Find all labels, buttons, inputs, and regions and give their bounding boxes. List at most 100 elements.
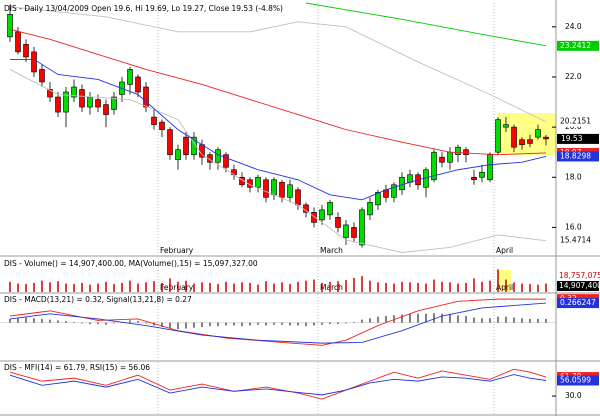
- candle-body: [15, 31, 21, 53]
- y-tick-label: 16.0: [565, 222, 582, 231]
- annotation: 14,907,400: [559, 281, 600, 290]
- value-label: 15.4714: [560, 236, 591, 245]
- value-label: 23.2412: [560, 41, 591, 50]
- value-box: [557, 40, 599, 51]
- y-tick-label: 30.0: [565, 391, 582, 400]
- candle-body: [503, 124, 509, 128]
- indicator-line: [10, 58, 547, 201]
- annotation: 18,757,075: [559, 271, 600, 280]
- candle-body: [447, 151, 453, 163]
- candle-body: [295, 189, 301, 206]
- candle-body: [279, 181, 285, 198]
- candle-body: [63, 91, 69, 113]
- candle-body: [263, 179, 269, 198]
- candle-body: [319, 209, 325, 221]
- x-tick-label: March: [320, 283, 343, 292]
- candle-body: [111, 96, 117, 110]
- x-tick-label: February: [160, 246, 194, 255]
- value-box: [557, 235, 599, 246]
- candle-body: [215, 149, 221, 163]
- candle-body: [335, 217, 341, 228]
- candle-body: [439, 156, 445, 163]
- candle-body: [79, 89, 85, 108]
- candle-body: [511, 126, 517, 148]
- value-label: 0.266247: [560, 298, 596, 307]
- candle-body: [175, 149, 181, 161]
- value-box: [557, 375, 599, 386]
- candle-body: [23, 44, 29, 58]
- value-label: 18.8298: [560, 151, 591, 160]
- annotation-box: [557, 281, 599, 291]
- highlight: [497, 270, 511, 292]
- candle-body: [327, 202, 333, 216]
- panel-title: DIS - MFI(14) = 61.79, RSI(15) = 56.06: [4, 363, 150, 372]
- candle-body: [431, 151, 437, 181]
- candle-body: [287, 184, 293, 198]
- candle-body: [127, 69, 133, 85]
- candle-body: [359, 209, 365, 246]
- panel-title: DIS - Volume() = 14,907,400.00, MA(Volum…: [4, 259, 258, 268]
- indicator-line: [9, 28, 547, 156]
- value-box: [557, 116, 599, 127]
- indicator-line: [9, 69, 547, 253]
- x-tick-label: March: [320, 246, 343, 255]
- candle-body: [31, 51, 37, 73]
- panel-title: DIS - Daily 13/04/2009 Open 19.6, Hi 19.…: [4, 4, 283, 13]
- value-label: 20.2151: [560, 117, 591, 126]
- close-box: [557, 133, 599, 144]
- close-label: 19.53: [561, 134, 583, 143]
- candle-body: [455, 146, 461, 156]
- candle-body: [367, 202, 373, 216]
- y-tick-label: 22.0: [565, 72, 582, 81]
- candle-body: [143, 86, 149, 108]
- candle-body: [343, 224, 349, 238]
- panel-title: DIS - MACD(13,21) = 0.32, Signal(13,21,8…: [4, 295, 192, 304]
- candle-body: [55, 96, 61, 113]
- y-tick-label: 24.0: [565, 22, 582, 31]
- candle-body: [407, 174, 413, 183]
- candle-body: [47, 89, 53, 98]
- candle-body: [487, 154, 493, 181]
- value-box: [557, 151, 599, 162]
- candle-body: [87, 96, 93, 108]
- y-tick-label: 18.0: [565, 172, 582, 181]
- value-box: [557, 298, 599, 309]
- candle-body: [535, 129, 541, 138]
- candle-body: [167, 129, 173, 156]
- candle-body: [495, 119, 501, 153]
- annotation-box: [557, 271, 599, 281]
- candle-body: [471, 176, 477, 181]
- candle-body: [271, 179, 277, 196]
- candle-body: [159, 121, 165, 130]
- candle-body: [375, 192, 381, 206]
- x-tick-label: February: [160, 283, 194, 292]
- candle-body: [519, 139, 525, 145]
- candle-body: [255, 176, 261, 188]
- indicator-line: [305, 2, 547, 47]
- candle-body: [95, 99, 101, 108]
- candle-body: [351, 227, 357, 238]
- candle-body: [71, 86, 77, 98]
- candle-body: [399, 176, 405, 191]
- x-tick-label: April: [496, 246, 513, 255]
- highlight: [497, 113, 556, 155]
- indicator-line: [9, 302, 547, 344]
- candle-body: [39, 69, 45, 83]
- candle-body: [543, 136, 549, 140]
- candle-body: [151, 116, 157, 125]
- indicator-line: [9, 6, 547, 123]
- candle-body: [7, 13, 13, 38]
- candle-body: [103, 104, 109, 115]
- value-label: 56.0599: [560, 375, 591, 384]
- candle-body: [479, 171, 485, 178]
- candle-body: [183, 136, 189, 156]
- candle-body: [527, 139, 533, 144]
- candle-body: [223, 154, 229, 168]
- candle-body: [135, 76, 141, 93]
- candle-body: [391, 184, 397, 198]
- x-tick-label: April: [496, 283, 513, 292]
- candle-body: [311, 212, 317, 223]
- candle-body: [463, 149, 469, 156]
